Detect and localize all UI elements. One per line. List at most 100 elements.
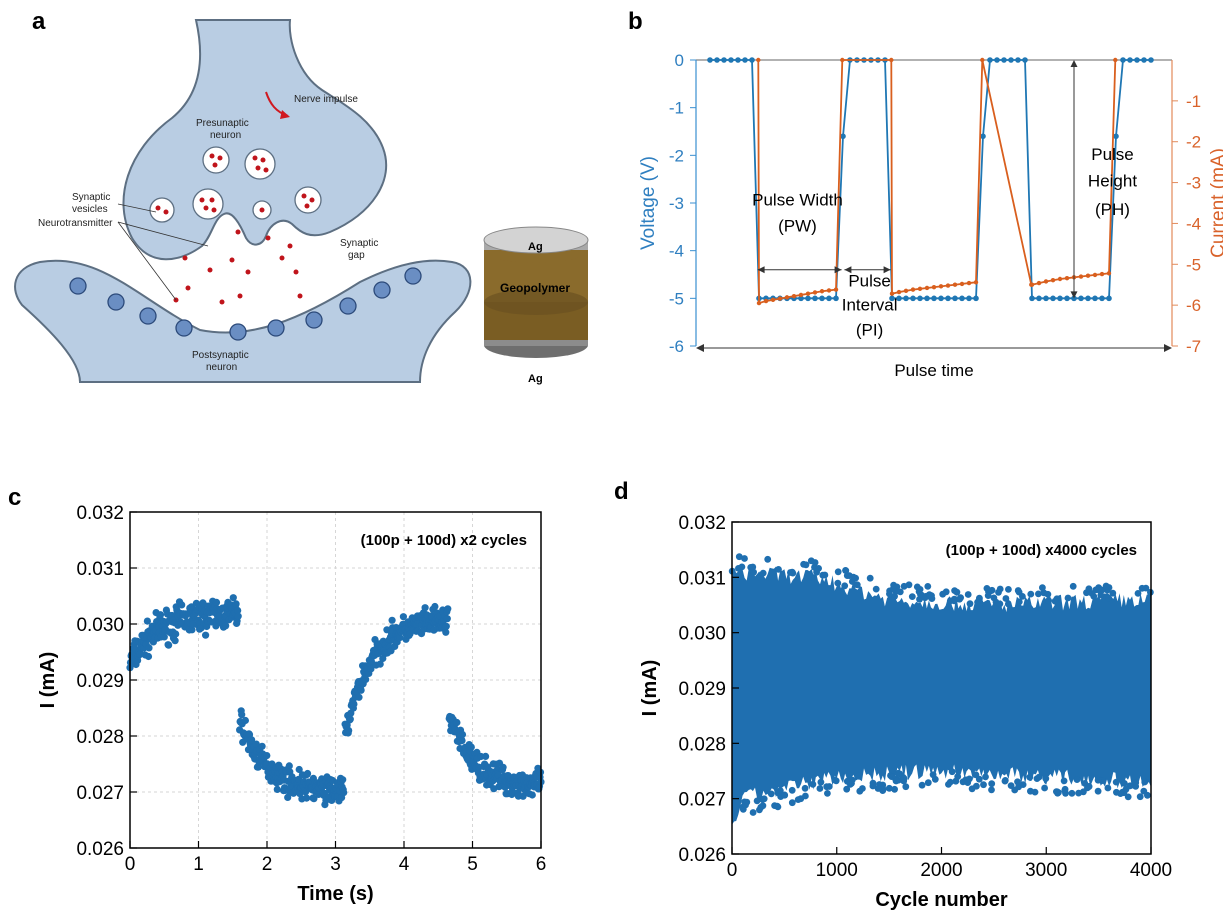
chart-d-point — [743, 798, 751, 806]
chart-d-point — [1015, 598, 1023, 606]
chart-b-current-point — [763, 298, 769, 304]
chart-b-ytick-label: -1 — [669, 99, 684, 118]
chart-b-voltage-point — [812, 295, 818, 302]
chart-d-point — [900, 582, 908, 590]
chart-b-current-point — [1085, 273, 1091, 278]
chart-d-point — [813, 568, 820, 576]
chart-b-voltage-point — [798, 295, 804, 302]
chart-c-point — [458, 730, 467, 739]
chart-c-point — [273, 785, 281, 793]
chart-d-ylabel: I (mA) — [639, 660, 661, 717]
chart-b-voltage-point — [833, 295, 839, 302]
chart-d-point — [859, 785, 866, 792]
chart-d-point — [1109, 589, 1117, 597]
chart-d-point — [773, 802, 781, 810]
chart-d-point — [1002, 595, 1010, 602]
chart-d-point — [1140, 787, 1148, 795]
chart-d-point — [794, 796, 802, 803]
chart-d-point — [891, 592, 898, 600]
chart-c-two-cycles: 0 1 2 3 4 5 6 0.026 0.027 0.028 0.029 0.030 0.031 0.0… — [37, 503, 547, 905]
chart-d-point — [1098, 586, 1106, 594]
chart-d-point — [1132, 783, 1140, 790]
chart-c-point — [367, 665, 375, 673]
chart-d-point — [953, 588, 961, 596]
chart-d-band — [732, 564, 1151, 825]
chart-b-current-point — [973, 280, 979, 285]
chart-d-point — [1112, 778, 1120, 786]
chart-d-point — [866, 574, 874, 582]
chart-d-point — [781, 791, 788, 799]
chart-d-point — [801, 784, 809, 792]
chart-b-voltage-point — [819, 295, 825, 302]
chart-d-point — [1001, 777, 1009, 785]
chart-c-xtick-label: 1 — [193, 854, 204, 875]
chart-d-point — [894, 769, 902, 777]
chart-c-point — [258, 742, 266, 750]
chart-b-voltage-point — [980, 133, 986, 140]
chart-d-point — [764, 555, 772, 563]
chart-d-point — [983, 585, 991, 592]
label-gap-1: Synaptic — [340, 238, 378, 249]
chart-b-voltage-point — [1106, 295, 1112, 302]
chart-d-point — [842, 567, 849, 574]
chart-c-point — [339, 776, 347, 784]
chart-d-ytick-label: 0.029 — [678, 679, 726, 700]
chart-c-point — [388, 616, 396, 624]
chart-d-point — [980, 781, 987, 789]
chart-d-ytick-label: 0.031 — [678, 568, 726, 589]
chart-d-point — [1014, 778, 1021, 786]
chart-b-voltage-point — [966, 295, 972, 302]
chart-d-point — [988, 780, 996, 788]
chart-d-point — [1104, 784, 1112, 792]
chart-b-current-point — [784, 295, 790, 300]
chart-c-ytick-label: 0.029 — [76, 671, 124, 692]
chart-d-point — [1088, 590, 1096, 597]
chart-b-pi-label-2: Interval — [842, 295, 898, 314]
chart-d-point — [869, 782, 877, 790]
chart-b-current-point — [896, 289, 902, 295]
chart-b-voltage-point — [931, 295, 937, 302]
chart-d-point — [1117, 790, 1124, 797]
chart-b-pi-label-3: (PI) — [856, 321, 883, 340]
chart-d-point — [1053, 788, 1060, 795]
chart-b-y2tick-label: -4 — [1186, 214, 1201, 233]
chart-d-point — [913, 583, 921, 591]
chart-c-point — [443, 615, 451, 623]
chart-c-point — [156, 611, 165, 619]
chart-c-xtick-label: 3 — [330, 854, 341, 875]
chart-b-current-point — [1050, 278, 1056, 283]
chart-c-xtick-label: 6 — [536, 854, 547, 875]
chart-d-point — [942, 588, 950, 596]
chart-c-xtick-label: 0 — [125, 854, 136, 875]
label-nerve-impulse: Nerve impulse — [294, 94, 358, 105]
chart-d-point — [834, 579, 842, 587]
chart-b-current-point — [889, 57, 894, 63]
chart-b-current-point — [952, 282, 958, 287]
chart-c-point — [143, 617, 151, 625]
chart-d-point — [1124, 793, 1132, 801]
chart-b-voltage-point — [959, 295, 965, 302]
postsynaptic-neuron-shape — [14, 259, 472, 383]
chart-b-current-point — [980, 57, 985, 63]
chart-c-point — [528, 791, 536, 799]
chart-b-current-point — [1043, 279, 1049, 284]
chart-c-point — [212, 622, 220, 630]
chart-d-point — [966, 600, 974, 608]
chart-d-point — [759, 569, 767, 577]
chart-d-point — [1142, 584, 1150, 592]
chart-b-current-point — [1036, 280, 1042, 286]
chart-b-ytick-label: -4 — [669, 242, 684, 261]
chart-d-point — [1026, 773, 1034, 781]
chart-b-current-point — [1078, 274, 1084, 279]
chart-c-xtick-label: 5 — [467, 854, 478, 875]
chart-d-point — [850, 573, 857, 581]
chart-b-ytick-label: -6 — [669, 337, 684, 356]
ag-geopolymer-device — [483, 226, 589, 358]
chart-d-point — [1051, 597, 1059, 605]
chart-c-note: (100p + 100d) x2 cycles — [361, 532, 527, 549]
chart-d-point — [1064, 594, 1072, 602]
chart-d-point — [816, 785, 824, 792]
chart-d-xtick-label: 1000 — [816, 860, 858, 881]
chart-d-xtick-label: 3000 — [1025, 860, 1067, 881]
chart-c-point — [252, 740, 260, 748]
